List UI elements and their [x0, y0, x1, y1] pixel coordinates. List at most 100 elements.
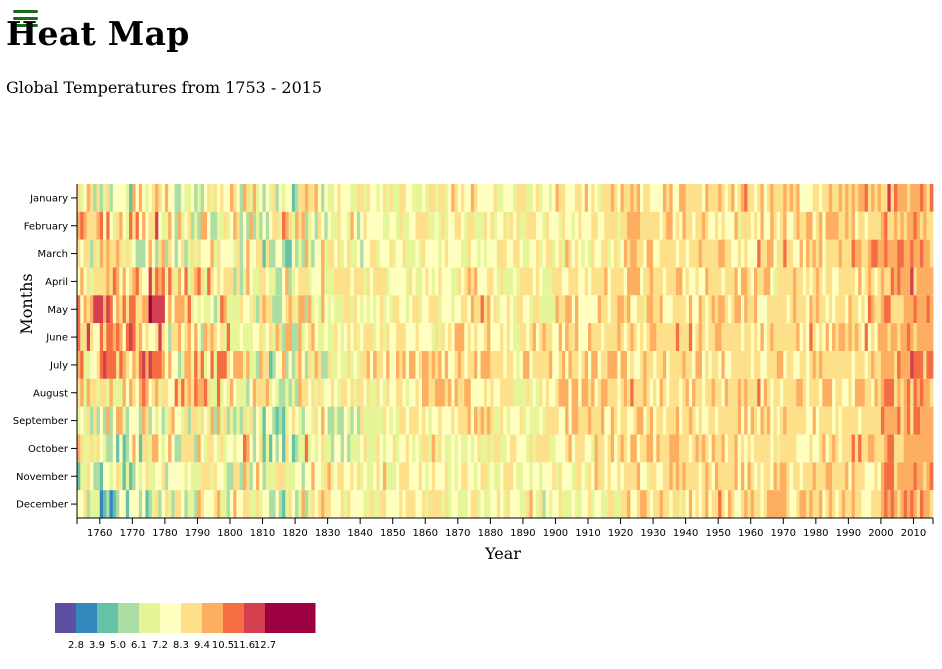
- heatmap-cell: [324, 378, 329, 407]
- heatmap-cell: [636, 267, 641, 296]
- heatmap-cell: [132, 351, 136, 379]
- heatmap-cell: [633, 184, 638, 212]
- heatmap-cell: [542, 351, 547, 379]
- heatmap-cell: [630, 351, 634, 379]
- heatmap-cell: [656, 323, 660, 351]
- heatmap-cell: [910, 351, 914, 379]
- heatmap-cell: [366, 323, 371, 351]
- heatmap-cell: [734, 462, 739, 491]
- heatmap-cell: [731, 184, 735, 212]
- heatmap-cell: [542, 184, 547, 212]
- heatmap-cell: [480, 184, 485, 212]
- heatmap-cell: [213, 378, 218, 407]
- heatmap-cell: [503, 239, 508, 268]
- heatmap-cell: [363, 434, 368, 463]
- heatmap-cell: [653, 239, 657, 268]
- heatmap-cell: [721, 490, 726, 518]
- heatmap-cell: [848, 267, 853, 296]
- heatmap-cell: [854, 351, 859, 379]
- heatmap-cell: [640, 378, 644, 407]
- heatmap-cell: [373, 490, 377, 518]
- heatmap-cell: [653, 323, 657, 351]
- heatmap-cell: [757, 490, 761, 518]
- heatmap-cell: [923, 239, 927, 268]
- heatmap-cell: [555, 211, 560, 240]
- heatmap-cell: [545, 490, 550, 518]
- heatmap-cell: [893, 351, 898, 379]
- heatmap-cell: [558, 211, 563, 240]
- heatmap-cell: [763, 462, 768, 491]
- heatmap-cell: [858, 184, 862, 212]
- heatmap-cell: [887, 434, 892, 463]
- heatmap-cell: [145, 351, 149, 379]
- hamburger-menu-icon[interactable]: [13, 10, 38, 30]
- heatmap-cell: [770, 184, 774, 212]
- heatmap-cell: [793, 239, 797, 268]
- heatmap-cell: [679, 211, 683, 240]
- heatmap-cell: [415, 295, 420, 324]
- heatmap-cell: [151, 406, 156, 435]
- heatmap-cell: [454, 406, 459, 435]
- heatmap-cell: [897, 184, 901, 212]
- heatmap-cell: [877, 378, 882, 407]
- heatmap-cell: [796, 184, 800, 212]
- heatmap-cell: [819, 239, 823, 268]
- heatmap-cell: [379, 490, 384, 518]
- heatmap-cell: [614, 490, 618, 518]
- heatmap-cell: [568, 323, 573, 351]
- heatmap-cell: [880, 351, 885, 379]
- heatmap-cell: [526, 323, 530, 351]
- heatmap-cell: [916, 378, 921, 407]
- heatmap-cell: [405, 490, 410, 518]
- heatmap-cell: [138, 184, 143, 212]
- heatmap-cell: [116, 239, 120, 268]
- heatmap-cell: [809, 351, 813, 379]
- heatmap-cell: [304, 323, 309, 351]
- heatmap-cell: [578, 267, 582, 296]
- heatmap-cell: [493, 434, 498, 463]
- heatmap-cell: [685, 239, 690, 268]
- heatmap-cell: [734, 490, 739, 518]
- heatmap-cell: [903, 184, 908, 212]
- heatmap-cell: [666, 211, 670, 240]
- heatmap-cell: [314, 211, 319, 240]
- heatmap-cell: [705, 462, 709, 491]
- heatmap-cell: [187, 239, 192, 268]
- heatmap-cell: [753, 184, 758, 212]
- heatmap-cell: [627, 323, 631, 351]
- heatmap-cell: [832, 239, 836, 268]
- heatmap-cell: [649, 490, 654, 518]
- heatmap-cell: [93, 434, 97, 463]
- heatmap-cell: [285, 462, 289, 491]
- heatmap-cell: [363, 267, 368, 296]
- heatmap-cell: [809, 490, 813, 518]
- heatmap-cell: [812, 184, 817, 212]
- heatmap-cell: [601, 267, 605, 296]
- heatmap-cell: [184, 323, 189, 351]
- heatmap-cell: [760, 462, 765, 491]
- heatmap-cell: [643, 351, 647, 379]
- heatmap-cell: [174, 211, 179, 240]
- heatmap-cell: [874, 351, 879, 379]
- heatmap-cell: [330, 239, 335, 268]
- heatmap-cell: [867, 351, 872, 379]
- heatmap-cell: [103, 295, 107, 324]
- heatmap-cell: [304, 267, 309, 296]
- heatmap-cell: [425, 406, 429, 435]
- heatmap-cell: [461, 323, 465, 351]
- heatmap-cell: [568, 351, 573, 379]
- heatmap-cell: [350, 351, 355, 379]
- heatmap-cell: [584, 323, 589, 351]
- heatmap-cell: [672, 239, 677, 268]
- heatmap-cell: [291, 351, 296, 379]
- heatmap-cell: [138, 267, 143, 296]
- heatmap-cell: [184, 184, 189, 212]
- heatmap-cell: [164, 434, 169, 463]
- heatmap-cell: [565, 239, 569, 268]
- heatmap-cell: [327, 351, 332, 379]
- heatmap-cell: [522, 239, 527, 268]
- heatmap-cell: [275, 295, 280, 324]
- heatmap-cell: [467, 462, 472, 491]
- heatmap-cell: [828, 490, 833, 518]
- heatmap-cell: [392, 211, 397, 240]
